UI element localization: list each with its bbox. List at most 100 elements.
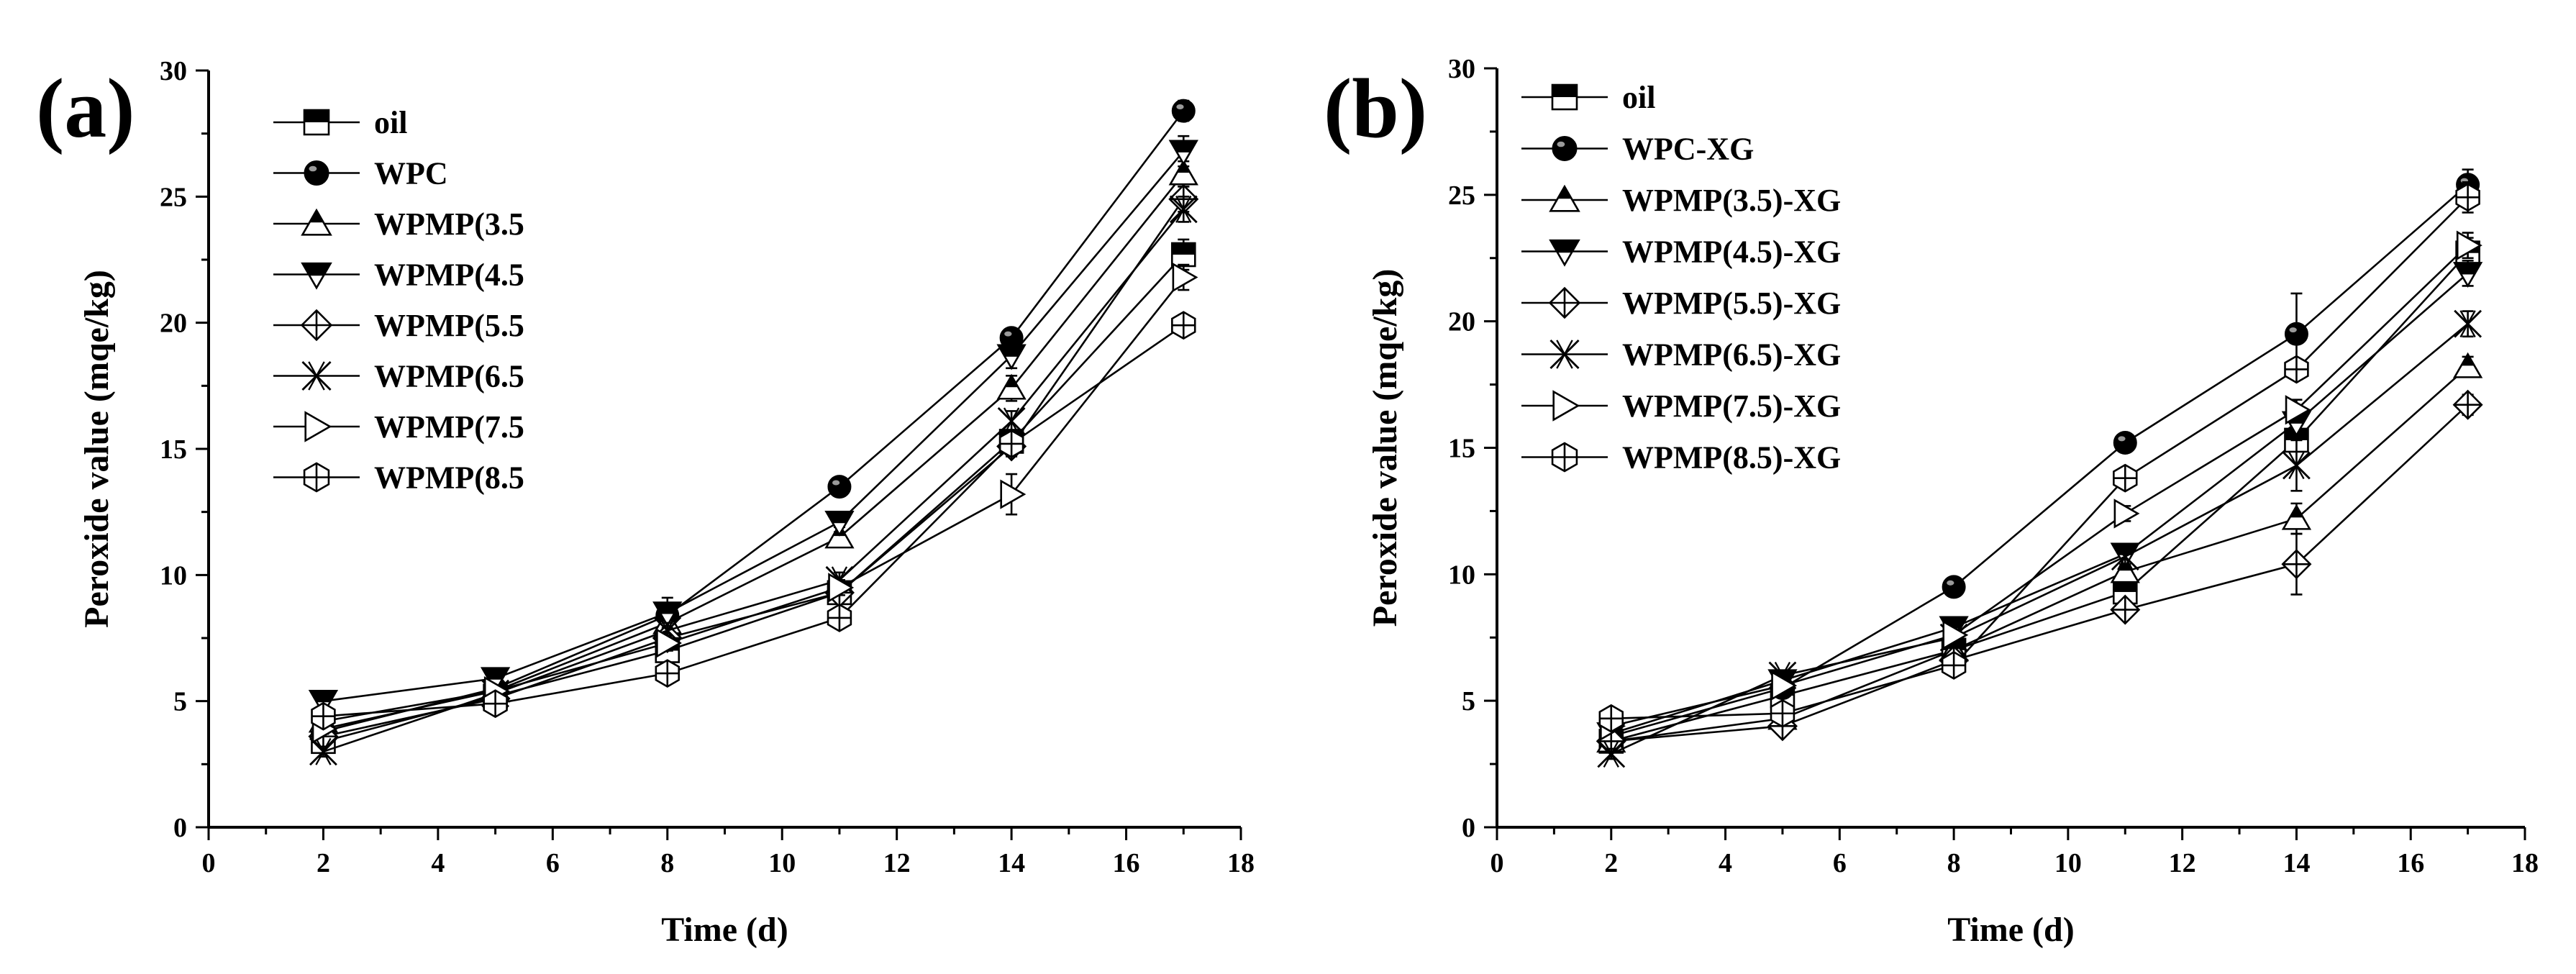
y-tick-label: 5 [173, 687, 187, 717]
series-4 [308, 135, 1198, 716]
data-point [997, 407, 1026, 435]
data-point [1171, 99, 1196, 123]
legend-marker [1552, 136, 1578, 161]
data-point [1598, 704, 1624, 733]
x-tick-label: 16 [2397, 848, 2424, 878]
data-point [1168, 140, 1198, 166]
panel-label: (a) [36, 61, 135, 155]
series-line [1611, 252, 2469, 742]
data-point [2452, 352, 2483, 378]
x-tick-label: 2 [317, 848, 330, 878]
data-point [1771, 670, 1798, 701]
data-point [1000, 479, 1027, 509]
legend-marker [1548, 286, 1581, 319]
data-point [827, 604, 852, 632]
legend-label: oil [374, 105, 407, 140]
legend-label: WPMP(5.5)-XG [1622, 286, 1841, 321]
legend-label: WPMP(4.5)-XG [1622, 235, 1841, 270]
x-tick-label: 4 [1719, 848, 1732, 878]
legend-entry: WPMP(5.5)-XG [1521, 286, 1841, 321]
legend-label: WPMP(7.5)-XG [1622, 388, 1841, 424]
legend-entry: WPMP(8.5)-XG [1521, 440, 1841, 475]
legend-marker [304, 411, 332, 442]
data-point [2284, 322, 2308, 346]
x-tick-label: 10 [2054, 848, 2082, 878]
x-tick-label: 6 [546, 848, 560, 878]
legend-entry: WPMP(6.5 [273, 359, 524, 394]
y-tick-label: 15 [160, 434, 187, 465]
y-tick-label: 20 [160, 309, 187, 339]
legend-entry: WPMP(8.5 [273, 460, 524, 496]
legend-marker [300, 309, 333, 342]
data-point [2113, 430, 2137, 455]
data-point [2281, 549, 2312, 580]
data-point [1941, 651, 1967, 680]
series-line [323, 276, 1185, 730]
x-tick-label: 2 [1604, 848, 1618, 878]
data-point [652, 601, 683, 628]
x-tick-label: 4 [431, 848, 445, 878]
x-tick-label: 0 [1490, 848, 1504, 878]
data-point [2110, 594, 2141, 625]
legend-marker [303, 109, 330, 136]
legend-label: WPC-XG [1622, 132, 1754, 167]
data-point [655, 659, 681, 688]
x-tick-label: 16 [1113, 848, 1140, 878]
legend-marker [1549, 339, 1580, 370]
x-tick-label: 14 [998, 848, 1025, 878]
series-line [1611, 323, 2469, 755]
x-tick-label: 18 [1227, 848, 1255, 878]
legend-entry: WPC-XG [1521, 132, 1754, 167]
data-point [996, 344, 1027, 370]
series-line [323, 209, 1185, 753]
legend-label: WPMP(8.5 [374, 460, 524, 496]
legend-entry: WPMP(7.5 [273, 409, 524, 445]
legend-label: oil [1622, 80, 1655, 115]
data-point [309, 737, 337, 766]
legend-marker [301, 208, 332, 236]
series-line [323, 150, 1185, 702]
series-line [1611, 196, 2469, 720]
data-point [2452, 262, 2483, 288]
y-tick-label: 10 [160, 560, 187, 591]
data-point [311, 701, 336, 731]
x-tick-label: 0 [202, 848, 216, 878]
x-tick-label: 12 [2169, 848, 2196, 878]
data-point [1169, 195, 1198, 224]
data-point [2111, 542, 2139, 571]
series-8 [1598, 181, 2480, 733]
x-axis-title: Time (d) [1947, 911, 2074, 949]
series-4 [1596, 259, 2483, 749]
y-tick-label: 30 [1448, 54, 1475, 84]
x-tick-label: 8 [660, 848, 674, 878]
legend-marker [1551, 83, 1578, 111]
y-tick-label: 30 [160, 56, 187, 86]
legend-label: WPMP(7.5 [374, 409, 524, 445]
legend: oil WPC-XG WPMP(3.5)-XG WPMP(4.5)-XG WPMP(5.… [1521, 80, 1841, 475]
panel-label: (b) [1324, 61, 1427, 155]
legend-label: WPMP(3.5)-XG [1622, 183, 1841, 218]
y-axis-title: Peroxide value (mqe/kg) [1366, 269, 1404, 627]
legend-entry: WPMP(4.5)-XG [1521, 235, 1841, 270]
legend-label: WPMP(5.5 [374, 308, 524, 343]
legend-entry: oil [273, 105, 407, 140]
legend-label: WPC [374, 156, 448, 191]
x-tick-label: 8 [1947, 848, 1961, 878]
y-tick-label: 15 [1448, 434, 1475, 464]
series-7 [1600, 230, 2482, 741]
legend-marker [1552, 390, 1580, 422]
data-point [2285, 395, 2311, 425]
legend-label: WPMP(3.5 [374, 206, 524, 242]
series-line [1611, 245, 2469, 727]
y-tick-label: 20 [1448, 307, 1475, 337]
data-point [2452, 389, 2483, 420]
data-point [1172, 262, 1198, 293]
legend: oil WPC WPMP(3.5 WPMP(4.5 WPMP(5.5 WPMP(6.5 WP… [273, 105, 524, 496]
series-line [1611, 404, 2469, 742]
legend-entry: WPMP(3.5 [273, 206, 524, 242]
legend-marker [303, 462, 330, 493]
legend-entry: WPMP(4.5 [273, 258, 524, 293]
x-tick-label: 10 [768, 848, 796, 878]
x-tick-label: 18 [2511, 848, 2539, 878]
y-tick-label: 0 [1462, 813, 1475, 843]
